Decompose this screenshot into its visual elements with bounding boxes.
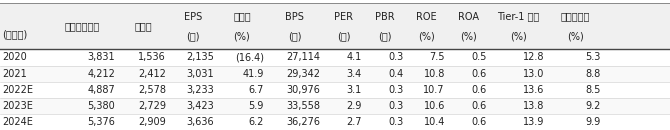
Text: 4.1: 4.1 <box>346 53 362 62</box>
Bar <box>0 3 670 49</box>
Text: 8.8: 8.8 <box>585 69 600 79</box>
Text: 9.9: 9.9 <box>585 117 600 127</box>
Text: 2.7: 2.7 <box>346 117 362 127</box>
Bar <box>0 82 670 98</box>
Text: 2021: 2021 <box>3 69 27 79</box>
Bar <box>0 66 670 82</box>
Text: 27,114: 27,114 <box>286 53 320 62</box>
Text: 2.9: 2.9 <box>346 101 362 111</box>
Text: (%): (%) <box>567 31 584 41</box>
Text: 4,212: 4,212 <box>87 69 115 79</box>
Text: 8.5: 8.5 <box>585 85 600 95</box>
Bar <box>0 49 670 66</box>
Text: 3,423: 3,423 <box>187 101 214 111</box>
Text: 0.3: 0.3 <box>388 117 403 127</box>
Text: 5.3: 5.3 <box>585 53 600 62</box>
Text: 1,536: 1,536 <box>139 53 166 62</box>
Text: 0.6: 0.6 <box>471 117 486 127</box>
Text: 0.3: 0.3 <box>388 53 403 62</box>
Text: 36,276: 36,276 <box>286 117 320 127</box>
Text: 5,380: 5,380 <box>88 101 115 111</box>
Text: 0.6: 0.6 <box>471 101 486 111</box>
Text: (배): (배) <box>337 31 350 41</box>
Bar <box>0 114 670 130</box>
Text: 0.5: 0.5 <box>471 53 486 62</box>
Text: 7.5: 7.5 <box>429 53 445 62</box>
Text: BPS: BPS <box>285 12 304 22</box>
Text: 13.0: 13.0 <box>523 69 545 79</box>
Text: 3.1: 3.1 <box>346 85 362 95</box>
Text: 0.4: 0.4 <box>388 69 403 79</box>
Text: 10.7: 10.7 <box>423 85 445 95</box>
Text: 증감률: 증감률 <box>233 12 251 22</box>
Text: (16.4): (16.4) <box>235 53 264 62</box>
Text: 10.8: 10.8 <box>423 69 445 79</box>
Text: (%): (%) <box>419 31 436 41</box>
Text: 5.9: 5.9 <box>249 101 264 111</box>
Text: PER: PER <box>334 12 353 22</box>
Text: 0.3: 0.3 <box>388 85 403 95</box>
Text: (원): (원) <box>186 31 200 41</box>
Text: 3.4: 3.4 <box>346 69 362 79</box>
Text: (배): (배) <box>379 31 392 41</box>
Text: 3,831: 3,831 <box>88 53 115 62</box>
Text: 41.9: 41.9 <box>243 69 264 79</box>
Text: (%): (%) <box>460 31 477 41</box>
Text: EPS: EPS <box>184 12 202 22</box>
Text: 10.4: 10.4 <box>423 117 445 127</box>
Text: ROA: ROA <box>458 12 479 22</box>
Text: 6.2: 6.2 <box>249 117 264 127</box>
Text: 2,909: 2,909 <box>139 117 166 127</box>
Text: 배당수익률: 배당수익률 <box>561 12 590 22</box>
Text: 3,636: 3,636 <box>187 117 214 127</box>
Text: Tier-1 비율: Tier-1 비율 <box>497 12 539 22</box>
Text: 30,976: 30,976 <box>286 85 320 95</box>
Text: 9.2: 9.2 <box>585 101 600 111</box>
Text: (원): (원) <box>288 31 302 41</box>
Text: 13.9: 13.9 <box>523 117 545 127</box>
Text: 2022E: 2022E <box>3 85 34 95</box>
Text: 3,031: 3,031 <box>187 69 214 79</box>
Text: 13.8: 13.8 <box>523 101 545 111</box>
Text: ROE: ROE <box>417 12 437 22</box>
Text: 2,135: 2,135 <box>186 53 214 62</box>
Text: 5,376: 5,376 <box>87 117 115 127</box>
Text: 13.6: 13.6 <box>523 85 545 95</box>
Text: 2023E: 2023E <box>3 101 34 111</box>
Bar <box>0 98 670 114</box>
Text: 0.6: 0.6 <box>471 69 486 79</box>
Text: 29,342: 29,342 <box>286 69 320 79</box>
Text: 0.3: 0.3 <box>388 101 403 111</box>
Text: 12.8: 12.8 <box>523 53 545 62</box>
Text: 33,558: 33,558 <box>286 101 320 111</box>
Text: 4,887: 4,887 <box>88 85 115 95</box>
Text: PBR: PBR <box>375 12 395 22</box>
Text: 10.6: 10.6 <box>423 101 445 111</box>
Text: 3,233: 3,233 <box>187 85 214 95</box>
Text: 6.7: 6.7 <box>249 85 264 95</box>
Text: 2,578: 2,578 <box>138 85 166 95</box>
Text: 2,729: 2,729 <box>138 101 166 111</box>
Text: (%): (%) <box>510 31 527 41</box>
Text: 손이익: 손이익 <box>135 21 152 31</box>
Text: 쳙전영업이익: 쳙전영업이익 <box>64 21 99 31</box>
Text: 2024E: 2024E <box>3 117 34 127</box>
Text: 0.6: 0.6 <box>471 85 486 95</box>
Text: 2,412: 2,412 <box>138 69 166 79</box>
Text: (%): (%) <box>234 31 251 41</box>
Text: 2020: 2020 <box>3 53 27 62</box>
Text: (십억원): (십억원) <box>2 29 27 39</box>
